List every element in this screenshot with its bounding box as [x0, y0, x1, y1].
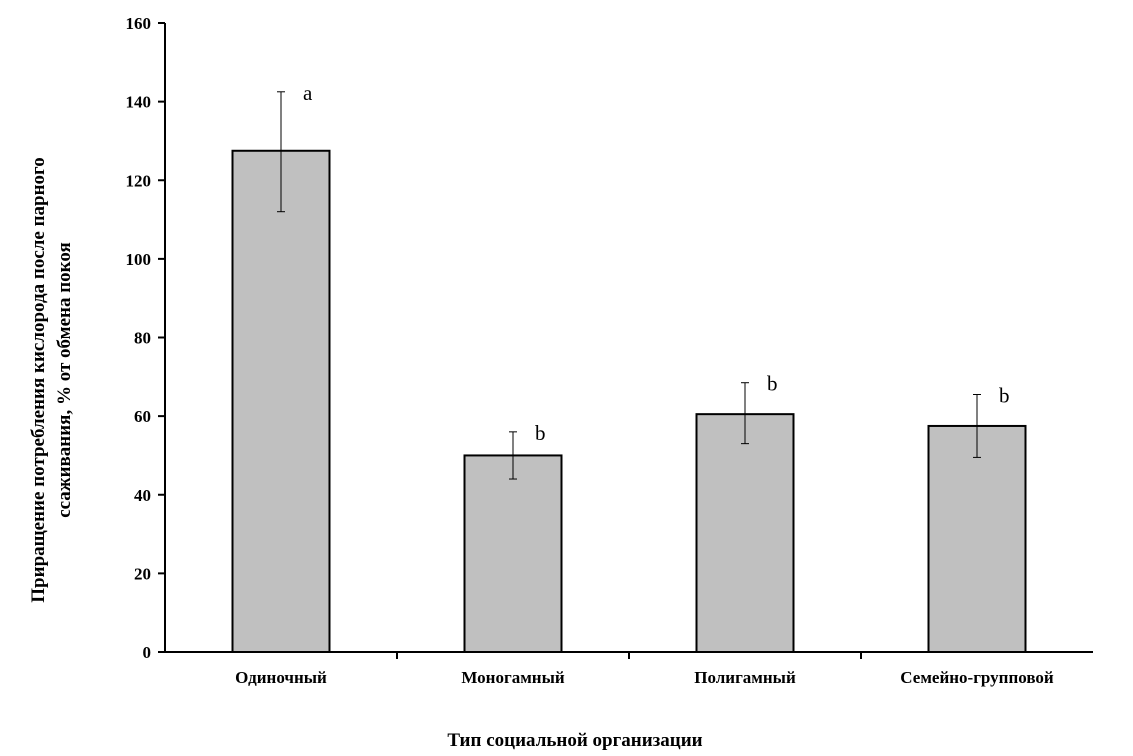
- bar: [231, 149, 331, 653]
- x-axis-ticks: Одиночный Моногамный Полигамный Семейно-гру…: [235, 652, 1054, 687]
- y-tick-label: 120: [126, 171, 152, 190]
- y-axis-title-line-1: Приращение потребления кислорода после п…: [28, 157, 49, 602]
- bar: [463, 454, 563, 653]
- bars: a b b b: [231, 81, 1027, 653]
- y-tick-label: 40: [134, 486, 151, 505]
- y-tick-label: 140: [126, 93, 152, 112]
- significance-label: b: [999, 384, 1010, 408]
- x-tick-label: Одиночный: [235, 668, 327, 687]
- x-tick-label: Полигамный: [694, 668, 796, 687]
- significance-label: b: [535, 421, 546, 445]
- x-tick-label: Семейно-групповой: [900, 668, 1054, 687]
- significance-label: a: [303, 81, 313, 105]
- y-axis-title-line-2: ссаживания, % от обмена покоя: [54, 242, 75, 518]
- x-tick-label: Моногамный: [461, 668, 564, 687]
- bar: [695, 413, 795, 653]
- y-tick-label: 160: [126, 14, 152, 33]
- y-tick-label: 80: [134, 329, 151, 348]
- x-axis-title: Тип социальной организации: [447, 730, 702, 751]
- y-tick-label: 60: [134, 407, 151, 426]
- y-axis-ticks: 0 20 40 60 80 100 120 140 160: [126, 14, 165, 662]
- y-tick-label: 100: [126, 250, 152, 269]
- bar: [927, 424, 1027, 653]
- y-tick-label: 0: [143, 643, 152, 662]
- significance-label: b: [767, 372, 778, 396]
- y-tick-label: 20: [134, 564, 151, 583]
